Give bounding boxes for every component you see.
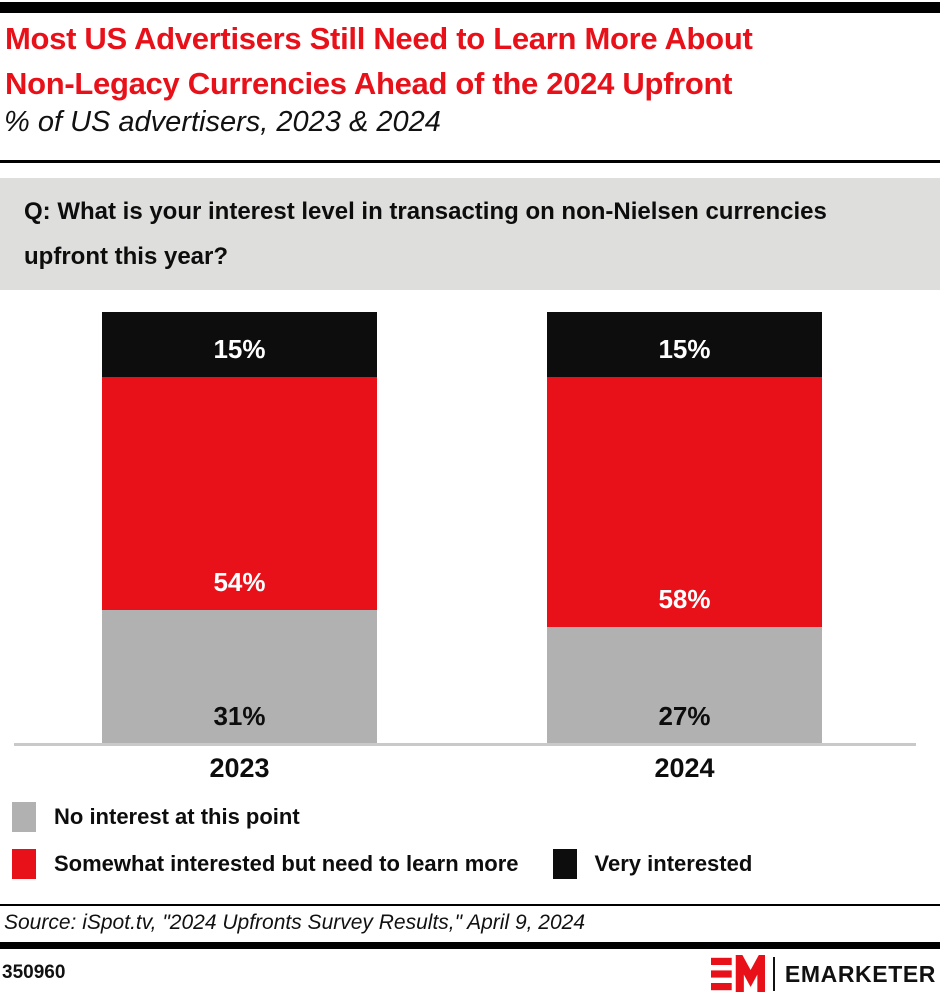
bar-segment: 15% xyxy=(547,312,822,377)
legend: No interest at this point Somewhat inter… xyxy=(12,802,928,879)
page-title: Most US Advertisers Still Need to Learn … xyxy=(5,16,753,106)
logo-separator xyxy=(772,957,775,991)
stacked-bar-chart: 15% 54% 31% 15% 58% 27% xyxy=(0,312,940,744)
emarketer-wordmark: EMARKETER xyxy=(784,960,936,987)
bar-segment: 31% xyxy=(102,610,377,744)
survey-question-text: Q: What is your interest level in transa… xyxy=(24,189,827,279)
bar-value-label: 15% xyxy=(213,333,266,364)
emarketer-monogram-icon xyxy=(710,955,765,993)
source-text: Source: iSpot.tv, "2024 Upfronts Survey … xyxy=(4,911,586,934)
source-divider xyxy=(0,904,940,906)
bar-segment: 27% xyxy=(547,627,822,744)
page-title-line-2: Non-Legacy Currencies Ahead of the 2024 … xyxy=(5,66,733,101)
survey-question-box: Q: What is your interest level in transa… xyxy=(0,178,940,290)
bar-2024: 15% 58% 27% xyxy=(547,312,822,744)
bar-value-label: 15% xyxy=(658,333,711,364)
bar-value-label: 58% xyxy=(658,584,711,615)
bar-segment: 58% xyxy=(547,376,822,628)
legend-label-no-interest: No interest at this point xyxy=(54,804,300,829)
bar-segment: 54% xyxy=(102,376,377,611)
bar-value-label: 27% xyxy=(658,700,711,731)
category-label-2024: 2024 xyxy=(654,753,715,783)
bar-value-label: 54% xyxy=(213,567,266,598)
survey-question-line-1: Q: What is your interest level in transa… xyxy=(24,198,827,225)
footer-divider xyxy=(0,942,940,949)
emarketer-logo: EMARKETER xyxy=(710,954,936,994)
bar-value-label: 31% xyxy=(213,700,266,731)
top-black-bar xyxy=(0,2,940,13)
legend-label-very-interested: Very interested xyxy=(594,851,753,876)
legend-label-somewhat-interested: Somewhat interested but need to learn mo… xyxy=(54,851,519,876)
survey-question-line-2: upfront this year? xyxy=(24,243,229,270)
bar-2023: 15% 54% 31% xyxy=(102,312,377,744)
bar-segment: 15% xyxy=(102,312,377,377)
chart-id: 350960 xyxy=(2,962,66,983)
category-label-2023: 2023 xyxy=(209,753,270,783)
legend-swatch-black xyxy=(552,849,577,879)
legend-swatch-red xyxy=(12,849,36,879)
page-title-line-1: Most US Advertisers Still Need to Learn … xyxy=(5,21,753,56)
legend-swatch-gray xyxy=(12,802,36,832)
legend-row-2: Somewhat interested but need to learn mo… xyxy=(12,849,928,879)
header-divider xyxy=(0,160,940,163)
x-axis-line xyxy=(14,743,916,746)
legend-row-1: No interest at this point xyxy=(12,802,928,832)
chart-subtitle: % of US advertisers, 2023 & 2024 xyxy=(4,106,441,138)
